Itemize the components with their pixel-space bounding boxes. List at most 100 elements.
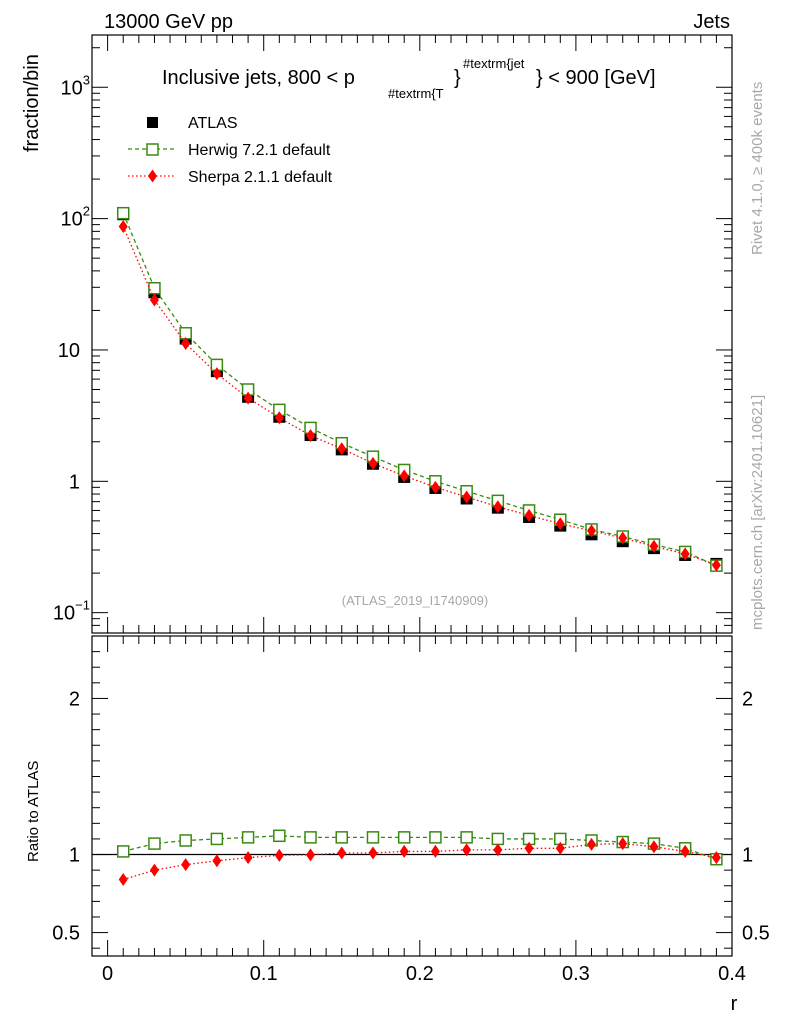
ratio-herwig-point [491, 832, 505, 846]
ratio-plot-frame [91, 635, 733, 957]
ratio-sherpa-point [306, 848, 316, 862]
ratio-sherpa-point [181, 858, 191, 872]
main-sherpa-point [649, 539, 659, 553]
main-sherpa-point [680, 547, 690, 561]
ratio-herwig-point [304, 831, 317, 844]
main-sherpa-point [306, 429, 316, 443]
ratio-herwig-point [460, 831, 473, 844]
ratio-sherpa-point [587, 837, 597, 851]
main-ytick-label: 10 [58, 340, 80, 362]
ratio-sherpa-point [555, 841, 565, 855]
main-sherpa-point [618, 531, 628, 545]
main-herwig-line [122, 212, 717, 567]
ratio-sherpa-point [149, 863, 159, 877]
mcplots-label: mcplots.cern.ch [arXiv:2401.10621] [749, 395, 766, 630]
ratio-sherpa-point [399, 844, 409, 858]
ratio-sherpa-point [649, 840, 659, 854]
ratio-herwig-point [366, 831, 380, 844]
ratio-sherpa-point [368, 846, 378, 860]
energy-label: 13000 GeV pp [104, 11, 233, 33]
main-ylabel: fraction/bin [21, 54, 43, 152]
main-plot-frame [91, 34, 733, 634]
ratio-sherpa-point [493, 843, 503, 857]
main-sherpa-point [368, 456, 378, 470]
ratio-xlabel: r [731, 993, 738, 1015]
main-sherpa-line [122, 226, 717, 566]
main-plot-title: Inclusive jets, 800 < p #textrm{T } #tex… [162, 56, 656, 101]
main-sherpa-point [493, 500, 503, 514]
legend-sherpa-label: Sherpa 2.1.1 default [188, 169, 333, 186]
rivet-label: Rivet 4.1.0, ≥ 400k events [749, 82, 766, 255]
ratio-herwig-point [148, 837, 161, 850]
main-herwig-point [148, 282, 161, 295]
main-series-herwig [116, 206, 723, 572]
legend-herwig-label: Herwig 7.2.1 default [188, 142, 331, 159]
ratio-series [116, 829, 723, 887]
ratio-sherpa-point [618, 837, 628, 851]
main-sherpa-point [399, 469, 409, 483]
ratio-ytick-label-right: 2 [742, 688, 753, 710]
ratio-xtick-label: 0.3 [562, 963, 590, 985]
ratio-xtick-label: 0 [102, 963, 113, 985]
ratio-herwig-point [335, 831, 349, 844]
main-sherpa-point [212, 367, 222, 381]
main-sherpa-point [181, 336, 191, 350]
ratio-herwig-point [210, 832, 224, 846]
main-sherpa-point [462, 490, 472, 504]
main-ytick-exponent: 3 [83, 72, 90, 87]
main-series [116, 206, 723, 572]
ratio-ytick-label-right: 1 [742, 845, 753, 867]
legend-herwig-marker [146, 143, 159, 156]
main-sherpa-point [274, 411, 284, 425]
main-series-sherpa [118, 220, 721, 572]
main-series-atlas [117, 208, 723, 570]
main-ytick-exponent: −1 [75, 598, 90, 613]
ratio-sherpa-point [462, 843, 472, 857]
ratio-sherpa-point [274, 848, 284, 862]
ratio-sherpa-point [118, 873, 128, 887]
title-tail: } < 900 [GeV] [536, 67, 656, 89]
ratio-herwig-point [241, 831, 255, 844]
ratio-series-sherpa [118, 837, 721, 887]
ratio-ytick-label-left: 2 [69, 688, 80, 710]
ratio-ytick-label-right: 0.5 [742, 923, 770, 945]
main-ytick-label: 102 [61, 204, 90, 231]
legend-atlas-label: ATLAS [188, 115, 238, 132]
legend: ATLAS Herwig 7.2.1 default Sherpa 2.1.1 … [128, 115, 333, 186]
main-sherpa-point [524, 508, 534, 522]
ratio-sherpa-point [711, 851, 721, 865]
main-sherpa-point [337, 442, 347, 456]
legend-sherpa-marker [148, 169, 157, 183]
ratio-sherpa-point [337, 846, 347, 860]
ratio-ytick-label-left: 1 [69, 845, 80, 867]
ratio-axis-ticks: 0 0.1 0.2 0.3 0.4 0.5 0.5 1 1 2 2 [52, 636, 770, 985]
ratio-xtick-label: 0.2 [406, 963, 434, 985]
main-ytick-label: 1 [69, 471, 80, 493]
ratio-herwig-point [397, 831, 411, 844]
ratio-herwig-point [179, 834, 192, 847]
main-ytick-exponent: 2 [83, 204, 90, 219]
ratio-herwig-point [116, 845, 130, 858]
main-sherpa-point [118, 220, 128, 234]
main-sherpa-point [587, 524, 597, 538]
legend-atlas-marker [147, 117, 158, 128]
main-herwig-point [116, 206, 130, 220]
ratio-sherpa-point [212, 854, 222, 868]
ratio-xtick-label: 0.1 [250, 963, 278, 985]
category-label: Jets [693, 11, 730, 33]
main-ytick-label: 103 [61, 72, 90, 99]
main-ytick-label: 10−1 [53, 598, 90, 625]
main-sherpa-point [430, 480, 440, 494]
ratio-sherpa-point [243, 851, 253, 865]
ratio-series-herwig [116, 829, 723, 866]
main-sherpa-point [243, 391, 253, 405]
main-sherpa-point [555, 517, 565, 531]
ratio-sherpa-point [430, 844, 440, 858]
title-main: Inclusive jets, 800 < p [162, 67, 355, 89]
ratio-xtick-label: 0.4 [718, 963, 746, 985]
analysis-watermark: (ATLAS_2019_I1740909) [342, 593, 488, 608]
ratio-sherpa-point [680, 844, 690, 858]
ratio-ylabel: Ratio to ATLAS [25, 761, 42, 862]
ratio-herwig-point [429, 831, 442, 844]
